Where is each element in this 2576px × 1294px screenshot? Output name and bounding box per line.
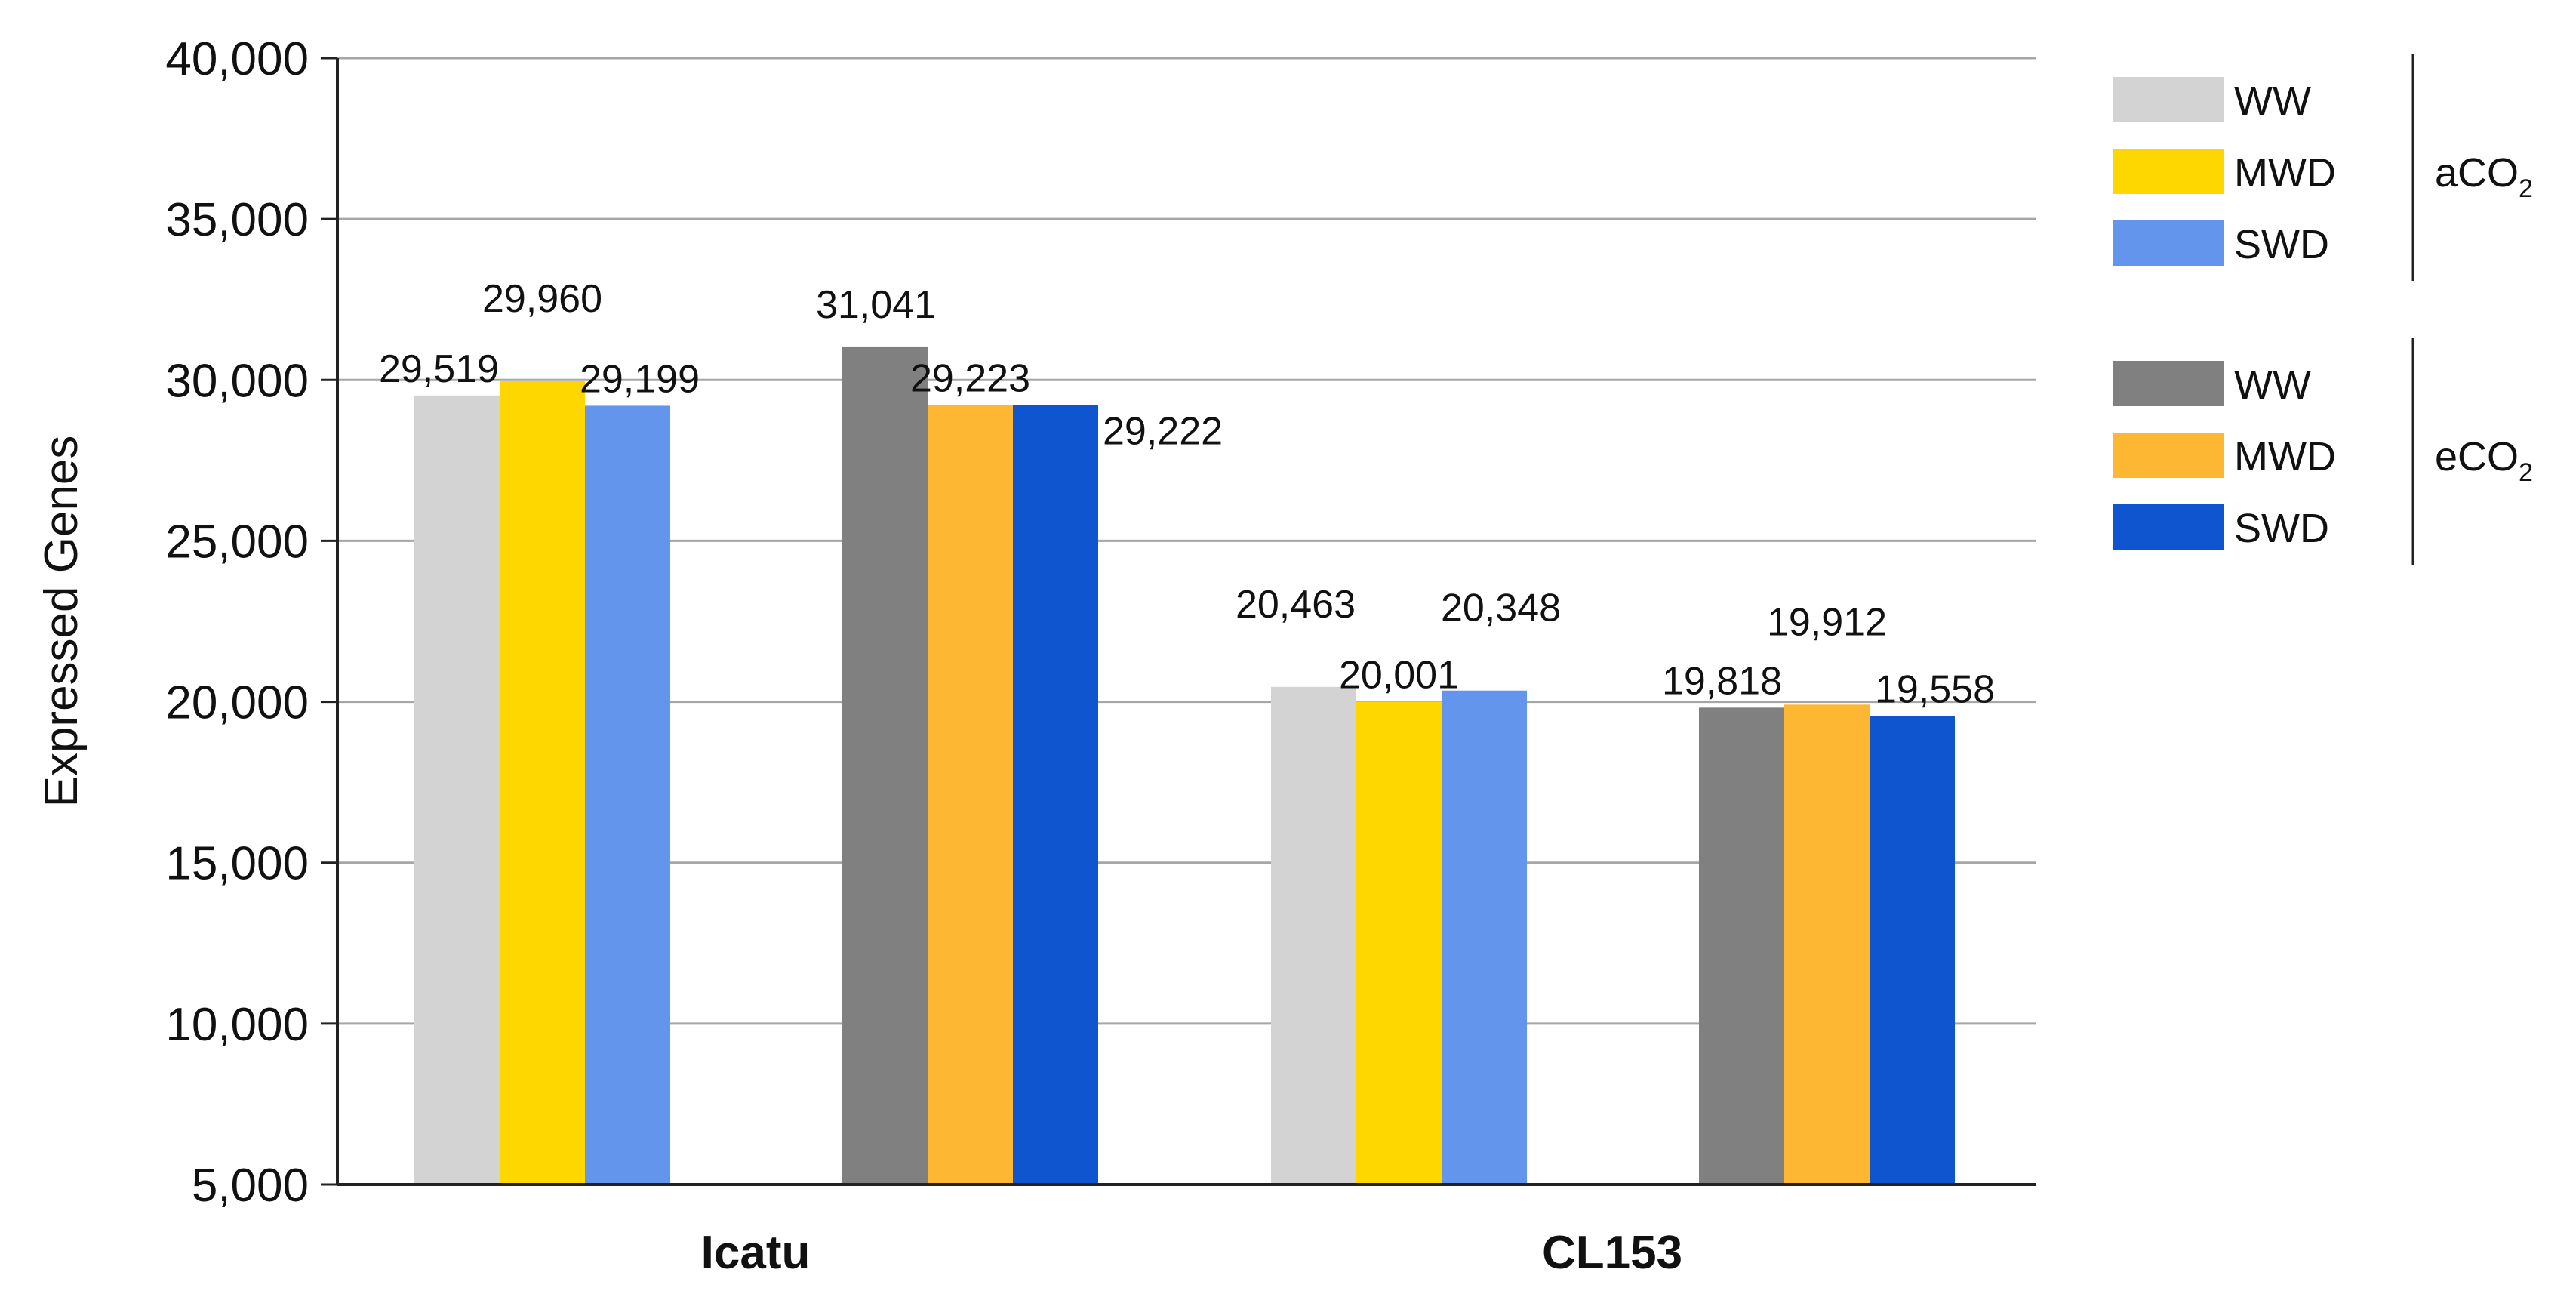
legend-swatch <box>2113 149 2224 194</box>
y-tick-label: 15,000 <box>165 838 309 890</box>
bar-icatu-aco2-swd <box>585 405 670 1185</box>
legend-swatch <box>2113 220 2224 266</box>
data-label: 19,818 <box>1662 659 1782 703</box>
legend: WW MWD SWD aCO2 WW MWD SWD eCO2 <box>2113 54 2533 565</box>
bar-icatu-eco2-ww <box>842 346 928 1185</box>
bar-icatu-eco2-swd <box>1013 405 1098 1185</box>
data-label: 31,041 <box>816 283 936 327</box>
data-label: 20,348 <box>1441 587 1561 630</box>
bars <box>414 346 1955 1185</box>
group-label: Icatu <box>701 1227 811 1279</box>
data-label: 19,912 <box>1767 600 1887 644</box>
legend-label: SWD <box>2234 222 2329 267</box>
legend-label: WW <box>2234 79 2311 124</box>
data-label: 19,558 <box>1875 667 1995 711</box>
legend-swatch <box>2113 433 2224 478</box>
bar-cl153-eco2-swd <box>1870 716 1955 1185</box>
data-label: 29,519 <box>379 347 499 391</box>
legend-group-label: eCO2 <box>2435 434 2533 487</box>
legend-group-subscript: 2 <box>2519 458 2533 487</box>
legend-swatch <box>2113 504 2224 550</box>
axes: 5,000 10,000 15,000 20,000 25,000 30,000 35,00… <box>35 33 2036 1279</box>
y-tick-label: 5,000 <box>192 1160 309 1212</box>
y-axis-title: Expressed Genes <box>35 436 88 808</box>
legend-group-label: aCO2 <box>2435 150 2533 203</box>
data-label: 29,960 <box>482 277 602 321</box>
bar-cl153-eco2-ww <box>1699 707 1784 1185</box>
y-tick-label: 30,000 <box>165 355 309 407</box>
bar-cl153-aco2-swd <box>1442 690 1527 1185</box>
bar-icatu-aco2-ww <box>414 395 500 1185</box>
bar-cl153-aco2-mwd <box>1356 701 1442 1185</box>
legend-swatch <box>2113 77 2224 122</box>
legend-label: MWD <box>2234 150 2336 196</box>
y-tick-label: 10,000 <box>165 999 309 1051</box>
group-label: CL153 <box>1542 1227 1682 1279</box>
legend-label: WW <box>2234 362 2311 408</box>
data-labels: 29,519 29,960 29,199 31,041 29,223 29,222 20,4… <box>379 277 1995 711</box>
legend-label: MWD <box>2234 434 2336 479</box>
legend-group-subscript: 2 <box>2519 174 2533 203</box>
data-label: 29,223 <box>910 356 1030 400</box>
y-tick-label: 20,000 <box>165 677 309 729</box>
data-label: 20,001 <box>1339 654 1459 698</box>
bar-cl153-aco2-ww <box>1271 686 1356 1185</box>
data-label: 29,199 <box>580 357 700 401</box>
y-tick-label: 35,000 <box>165 194 309 246</box>
bar-icatu-aco2-mwd <box>500 380 585 1185</box>
legend-swatch <box>2113 361 2224 406</box>
y-tick-label: 40,000 <box>165 33 309 85</box>
bar-icatu-eco2-mwd <box>928 405 1013 1185</box>
data-label: 29,222 <box>1103 409 1223 453</box>
bar-cl153-eco2-mwd <box>1784 704 1870 1185</box>
y-tick-label: 25,000 <box>165 516 309 568</box>
data-label: 20,463 <box>1236 583 1356 627</box>
legend-label: SWD <box>2234 506 2329 551</box>
